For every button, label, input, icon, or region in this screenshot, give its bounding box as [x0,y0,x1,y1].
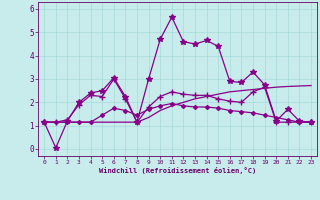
X-axis label: Windchill (Refroidissement éolien,°C): Windchill (Refroidissement éolien,°C) [99,167,256,174]
